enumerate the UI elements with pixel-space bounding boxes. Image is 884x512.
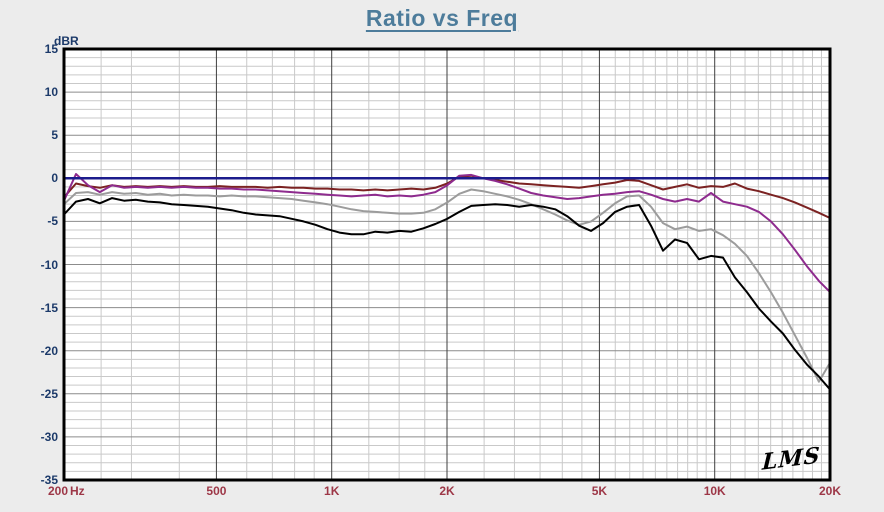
y-axis-unit-label: dBR: [54, 34, 79, 48]
y-tick-label: -35: [40, 473, 58, 487]
y-tick-label: -5: [47, 214, 58, 229]
plot-border: [62, 47, 832, 482]
x-tick-label: 500: [206, 484, 227, 498]
y-tick-label: -15: [40, 300, 58, 315]
y-tick-label: 15: [44, 42, 58, 56]
x-axis-unit-label: Hz: [70, 484, 85, 498]
y-tick-label: 0: [51, 171, 58, 186]
y-tick-label: -25: [40, 386, 58, 401]
x-tick-label: 200: [47, 484, 69, 498]
x-tick-label: 2K: [439, 484, 455, 498]
y-tick-label: -20: [40, 343, 58, 358]
y-tick-label: -10: [40, 257, 58, 272]
curve-gray: [63, 188, 831, 383]
x-tick-label: 5K: [591, 484, 608, 498]
curve-black: [63, 197, 831, 391]
x-tick-label: 1K: [324, 484, 340, 498]
x-tick-label: 20K: [818, 484, 842, 498]
y-tick-label: -30: [40, 429, 58, 444]
chart-title: Ratio vs Freq: [365, 5, 519, 31]
y-tick-label: 5: [51, 128, 58, 143]
curve-purple: [63, 173, 831, 294]
y-tick-label: 10: [44, 85, 58, 100]
x-tick-label: 10K: [703, 484, 726, 498]
